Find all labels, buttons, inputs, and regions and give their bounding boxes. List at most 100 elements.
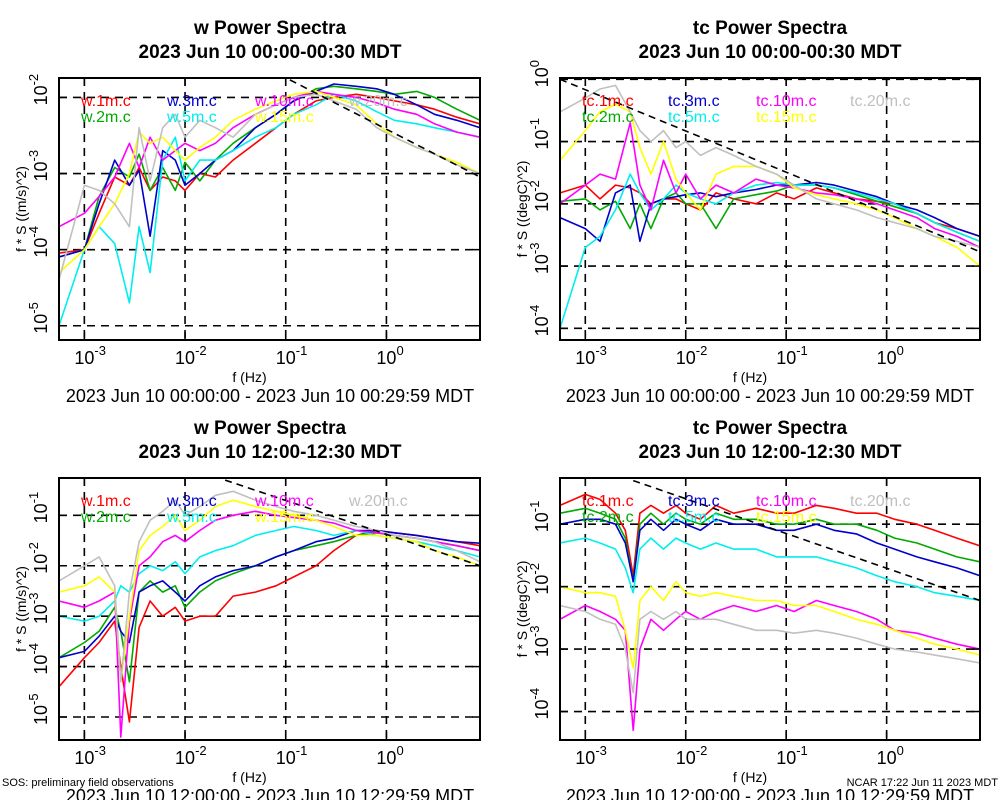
legend-entry: tc.20m.c — [850, 93, 910, 110]
time-range-label: 2023 Jun 10 00:00:00 - 2023 Jun 10 00:29… — [66, 386, 474, 406]
x-tick-label: 10-3 — [575, 343, 607, 368]
legend: w.1m.c w.3m.c w.10m.c w.20m.c w.2m.c w.5m.c w.… — [80, 93, 408, 126]
x-tick-label: 10-2 — [175, 343, 207, 368]
chart-subtitle: 2023 Jun 10 00:00-00:30 MDT — [139, 42, 402, 63]
y-axis-label: f * S ((degC)^2) — [514, 161, 530, 258]
y-tick-label: 10-2 — [527, 563, 552, 595]
x-tick-label: 10-3 — [575, 743, 607, 768]
legend-entry: tc.1m.c — [582, 93, 634, 110]
grid-lines — [59, 78, 480, 340]
series-line-w-3m-c — [59, 529, 480, 659]
y-tick-label: 10-3 — [527, 243, 552, 275]
legend-entry: tc.5m.c — [668, 109, 720, 126]
y-tick-label: 10-4 — [26, 226, 51, 258]
legend-entry: tc.2m.c — [582, 509, 634, 526]
legend-entry: tc.20m.c — [850, 493, 910, 510]
tick-marks — [560, 478, 980, 740]
series-line-tc-10m-c — [560, 122, 980, 249]
y-tick-label: 10-4 — [26, 643, 51, 675]
legend-entry: tc.15m.c — [756, 509, 816, 526]
chart-title: w Power Spectra — [193, 18, 346, 39]
y-tick-label: 10-1 — [26, 492, 51, 524]
y-tick-label: 10-1 — [527, 118, 552, 150]
y-tick-label: 10-1 — [527, 501, 552, 533]
legend: w.1m.c w.3m.c w.10m.c w.20m.c w.2m.c w.5m.c w.… — [80, 493, 408, 526]
time-range-label: 2023 Jun 10 00:00:00 - 2023 Jun 10 00:29… — [566, 386, 974, 406]
series-line-tc-15m-c — [560, 103, 980, 267]
series-line-tc-3m-c — [560, 518, 980, 583]
x-tick-label: 10-1 — [776, 343, 808, 368]
series-line-w-10m-c — [59, 510, 480, 738]
series-line-w-15m-c — [59, 499, 480, 683]
y-tick-label: 10-2 — [26, 542, 51, 574]
grid-lines — [59, 478, 480, 740]
reference-slope-line — [560, 78, 980, 253]
series-line-tc-20m-c — [560, 604, 980, 694]
legend-entry: w.20m.c — [348, 93, 408, 110]
series-line-w-20m-c — [59, 93, 480, 281]
legend-entry: w.3m.c — [166, 93, 217, 110]
plot-frame — [559, 77, 981, 341]
legend-entry: w.20m.c — [348, 493, 408, 510]
x-axis-label: f (Hz) — [232, 369, 266, 385]
legend-entry: tc.2m.c — [582, 109, 634, 126]
y-tick-label: 10-4 — [527, 688, 552, 720]
legend-entry: tc.10m.c — [756, 93, 816, 110]
y-tick-label: 10-3 — [26, 150, 51, 182]
legend-entry: w.5m.c — [166, 109, 217, 126]
legend-entry: tc.1m.c — [582, 493, 634, 510]
y-tick-label: 10-5 — [26, 693, 51, 725]
y-tick-label: 10-5 — [26, 302, 51, 334]
y-tick-label: 10-2 — [26, 74, 51, 106]
series-line-tc-2m-c — [560, 507, 980, 583]
y-tick-label: 10-4 — [527, 305, 552, 337]
chart-title: tc Power Spectra — [693, 18, 848, 39]
x-tick-label: 10-2 — [676, 743, 708, 768]
legend-entry: tc.15m.c — [756, 109, 816, 126]
x-axis-label: f (Hz) — [733, 769, 767, 785]
legend-entry: tc.5m.c — [668, 509, 720, 526]
series-line-tc-2m-c — [560, 184, 980, 243]
legend-entry: w.15m.c — [254, 109, 314, 126]
legend: tc.1m.c tc.3m.c tc.10m.c tc.20m.c tc.2m.c tc.… — [582, 493, 910, 526]
legend-entry: w.1m.c — [80, 93, 131, 110]
y-axis-label: f * S ((m/s)^2) — [13, 166, 29, 252]
y-axis-label: f * S ((degC)^2) — [514, 561, 530, 658]
series-group — [59, 490, 480, 738]
x-tick-label: 100 — [376, 343, 403, 368]
chart-title: tc Power Spectra — [693, 418, 848, 439]
y-tick-label: 10-3 — [527, 626, 552, 658]
series-line-tc-15m-c — [560, 580, 980, 669]
time-range-label: 2023 Jun 10 12:00:00 - 2023 Jun 10 12:29… — [566, 786, 974, 800]
chart-title: w Power Spectra — [193, 418, 346, 439]
chart-subtitle: 2023 Jun 10 12:00-12:30 MDT — [139, 442, 402, 463]
chart-panel-p2: tc Power Spectra 2023 Jun 10 00:00-00:30 … — [514, 18, 981, 406]
x-axis-label: f (Hz) — [733, 369, 767, 385]
x-tick-label: 10-2 — [676, 343, 708, 368]
x-axis-label: f (Hz) — [232, 769, 266, 785]
grid-lines — [560, 78, 980, 340]
series-line-tc-20m-c — [560, 84, 980, 249]
series-line-tc-1m-c — [560, 493, 980, 577]
y-tick-label: 10-3 — [26, 593, 51, 625]
x-tick-label: 100 — [877, 343, 904, 368]
series-line-w-10m-c — [59, 90, 480, 228]
series-group — [560, 84, 980, 329]
chart-subtitle: 2023 Jun 10 12:00-12:30 MDT — [639, 442, 902, 463]
legend-entry: w.15m.c — [254, 509, 314, 526]
legend: tc.1m.c tc.3m.c tc.10m.c tc.20m.c tc.2m.c tc.… — [582, 93, 910, 126]
tick-marks — [560, 78, 980, 340]
series-line-w-5m-c — [59, 525, 480, 622]
legend-entry: w.5m.c — [166, 509, 217, 526]
legend-entry: w.10m.c — [254, 93, 314, 110]
plot-frame — [58, 477, 481, 741]
legend-entry: w.2m.c — [80, 509, 131, 526]
plot-frame — [58, 77, 481, 341]
x-tick-label: 10-1 — [276, 743, 308, 768]
legend-entry: tc.10m.c — [756, 493, 816, 510]
chart-panel-p3: w Power Spectra 2023 Jun 10 12:00-12:30 M… — [13, 418, 481, 800]
x-tick-label: 10-3 — [74, 743, 106, 768]
tick-marks — [59, 478, 480, 740]
time-range-label: 2023 Jun 10 12:00:00 - 2023 Jun 10 12:29… — [66, 786, 474, 800]
